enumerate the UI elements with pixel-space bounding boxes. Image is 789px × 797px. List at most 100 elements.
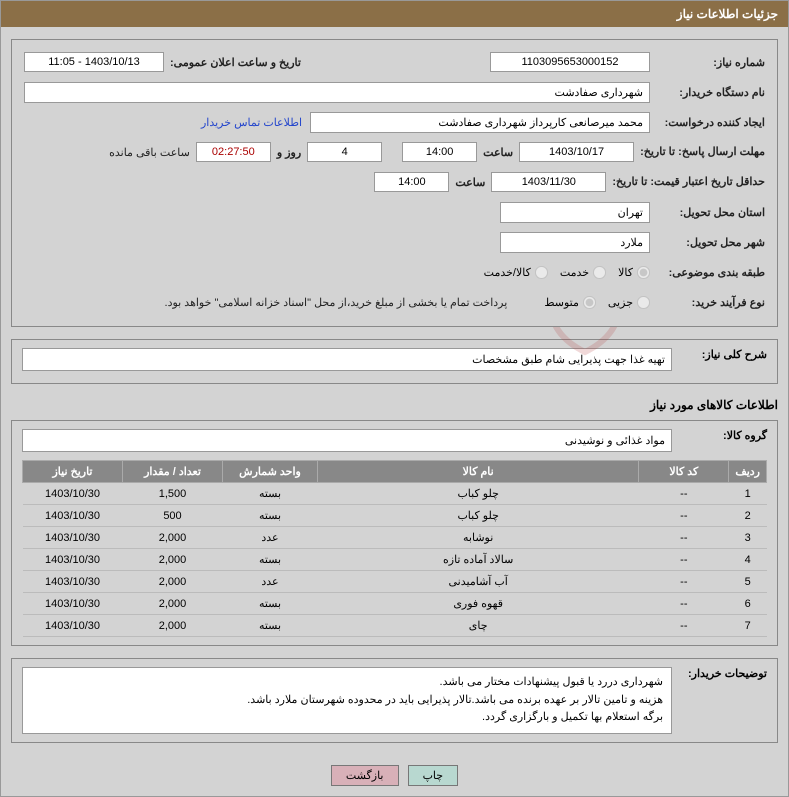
table-cell: بسته xyxy=(223,593,318,615)
table-cell: 500 xyxy=(123,505,223,527)
buyer-notes-line1: شهرداری دررد یا قبول پیشنهادات مختار می … xyxy=(31,674,663,692)
contact-link[interactable]: اطلاعات تماس خریدار xyxy=(201,116,302,129)
table-row: 5--آب آشامیدنیعدد2,0001403/10/30 xyxy=(23,571,767,593)
print-button[interactable]: چاپ xyxy=(408,765,459,786)
summary-row: شرح کلی نیاز: تهیه غذا جهت پذیرایی شام ط… xyxy=(22,348,767,371)
table-cell: 7 xyxy=(729,615,767,637)
header-title-text: جزئیات اطلاعات نیاز xyxy=(677,7,778,21)
table-cell: بسته xyxy=(223,549,318,571)
table-cell: 2,000 xyxy=(123,571,223,593)
radio-partial-label: جزیی xyxy=(608,296,633,309)
table-cell: -- xyxy=(639,527,729,549)
requester-value: محمد میرصانعی کارپرداز شهرداری صفادشت xyxy=(310,112,650,133)
radio-goods[interactable]: کالا xyxy=(618,266,650,279)
table-cell: بسته xyxy=(223,505,318,527)
validity-time: 14:00 xyxy=(374,172,449,192)
province-label: استان محل تحویل: xyxy=(650,206,765,219)
deadline-time-label: ساعت xyxy=(477,146,519,159)
button-bar: چاپ بازگشت xyxy=(1,755,788,796)
table-cell: بسته xyxy=(223,615,318,637)
table-cell: 2,000 xyxy=(123,615,223,637)
back-button[interactable]: بازگشت xyxy=(331,765,399,786)
deadline-label: مهلت ارسال پاسخ: تا تاریخ: xyxy=(634,145,765,159)
row-province: استان محل تحویل: تهران xyxy=(24,200,765,224)
radio-partial-input[interactable] xyxy=(637,296,650,309)
radio-goods-input[interactable] xyxy=(637,266,650,279)
buyer-notes-box: توضیحات خریدار: شهرداری دررد یا قبول پیش… xyxy=(11,658,778,743)
table-cell: 2,000 xyxy=(123,527,223,549)
city-value: ملارد xyxy=(500,232,650,253)
table-cell: 2 xyxy=(729,505,767,527)
radio-both-label: کالا/خدمت xyxy=(484,266,531,279)
row-need-no: شماره نیاز: 1103095653000152 تاریخ و ساع… xyxy=(24,50,765,74)
buyer-notes-line3: برگه استعلام بها تکمیل و بارگزاری گردد. xyxy=(31,709,663,727)
table-cell: 1403/10/30 xyxy=(23,615,123,637)
table-row: 6--قهوه فوریبسته2,0001403/10/30 xyxy=(23,593,767,615)
need-no-label: شماره نیاز: xyxy=(650,56,765,69)
row-buyer-org: نام دستگاه خریدار: شهرداری صفادشت xyxy=(24,80,765,104)
table-cell: 1 xyxy=(729,483,767,505)
page-title: جزئیات اطلاعات نیاز xyxy=(1,1,788,27)
buyer-org-label: نام دستگاه خریدار: xyxy=(650,86,765,99)
table-cell: 1403/10/30 xyxy=(23,571,123,593)
main-container: جزئیات اطلاعات نیاز AriaTender.neT شماره… xyxy=(0,0,789,797)
table-cell: 1403/10/30 xyxy=(23,549,123,571)
th-code: کد کالا xyxy=(639,461,729,483)
table-cell: 2,000 xyxy=(123,549,223,571)
table-cell: 1,500 xyxy=(123,483,223,505)
city-label: شهر محل تحویل: xyxy=(650,236,765,249)
items-section-title: اطلاعات کالاهای مورد نیاز xyxy=(11,398,778,412)
buyer-notes-text: شهرداری دررد یا قبول پیشنهادات مختار می … xyxy=(22,667,672,734)
remain-days-label: روز و xyxy=(271,146,307,159)
row-category: طبقه بندی موضوعی: کالا خدمت کالا/خدمت xyxy=(24,260,765,284)
radio-both[interactable]: کالا/خدمت xyxy=(484,266,548,279)
table-cell: سالاد آماده تازه xyxy=(318,549,639,571)
radio-both-input[interactable] xyxy=(535,266,548,279)
radio-medium[interactable]: متوسط xyxy=(544,296,596,309)
radio-service-label: خدمت xyxy=(560,266,589,279)
remain-days: 4 xyxy=(307,142,382,162)
table-cell: -- xyxy=(639,505,729,527)
table-header-row: ردیف کد کالا نام کالا واحد شمارش تعداد /… xyxy=(23,461,767,483)
validity-date: 1403/11/30 xyxy=(491,172,606,192)
row-city: شهر محل تحویل: ملارد xyxy=(24,230,765,254)
items-table: ردیف کد کالا نام کالا واحد شمارش تعداد /… xyxy=(22,460,767,637)
remain-suffix: ساعت باقی مانده xyxy=(103,146,196,159)
summary-box: شرح کلی نیاز: تهیه غذا جهت پذیرایی شام ط… xyxy=(11,339,778,384)
group-value: مواد غذائی و نوشیدنی xyxy=(22,429,672,452)
deadline-date: 1403/10/17 xyxy=(519,142,634,162)
table-cell: -- xyxy=(639,571,729,593)
table-row: 2--چلو کباببسته5001403/10/30 xyxy=(23,505,767,527)
table-cell: 6 xyxy=(729,593,767,615)
table-row: 3--نوشابهعدد2,0001403/10/30 xyxy=(23,527,767,549)
table-cell: -- xyxy=(639,483,729,505)
buyer-org-value: شهرداری صفادشت xyxy=(24,82,650,103)
purchase-type-label: نوع فرآیند خرید: xyxy=(650,296,765,309)
table-cell: -- xyxy=(639,549,729,571)
table-cell: 1403/10/30 xyxy=(23,505,123,527)
radio-service-input[interactable] xyxy=(593,266,606,279)
table-cell: نوشابه xyxy=(318,527,639,549)
group-row: گروه کالا: مواد غذائی و نوشیدنی xyxy=(22,429,767,452)
remain-time: 02:27:50 xyxy=(196,142,271,162)
summary-label: شرح کلی نیاز: xyxy=(672,348,767,361)
radio-service[interactable]: خدمت xyxy=(560,266,606,279)
th-unit: واحد شمارش xyxy=(223,461,318,483)
deadline-time: 14:00 xyxy=(402,142,477,162)
table-cell: عدد xyxy=(223,527,318,549)
radio-medium-label: متوسط xyxy=(544,296,579,309)
table-cell: 1403/10/30 xyxy=(23,527,123,549)
row-validity: حداقل تاریخ اعتبار قیمت: تا تاریخ: 1403/… xyxy=(24,170,765,194)
payment-note: پرداخت تمام یا بخشی از مبلغ خرید،از محل … xyxy=(165,296,508,309)
row-requester: ایجاد کننده درخواست: محمد میرصانعی کارپر… xyxy=(24,110,765,134)
table-cell: 3 xyxy=(729,527,767,549)
group-label: گروه کالا: xyxy=(672,429,767,442)
row-deadline: مهلت ارسال پاسخ: تا تاریخ: 1403/10/17 سا… xyxy=(24,140,765,164)
buyer-notes-label: توضیحات خریدار: xyxy=(672,667,767,734)
table-cell: چلو کباب xyxy=(318,483,639,505)
table-row: 1--چلو کباببسته1,5001403/10/30 xyxy=(23,483,767,505)
announce-value: 1403/10/13 - 11:05 xyxy=(24,52,164,72)
radio-partial[interactable]: جزیی xyxy=(608,296,650,309)
table-cell: 1403/10/30 xyxy=(23,483,123,505)
radio-medium-input[interactable] xyxy=(583,296,596,309)
